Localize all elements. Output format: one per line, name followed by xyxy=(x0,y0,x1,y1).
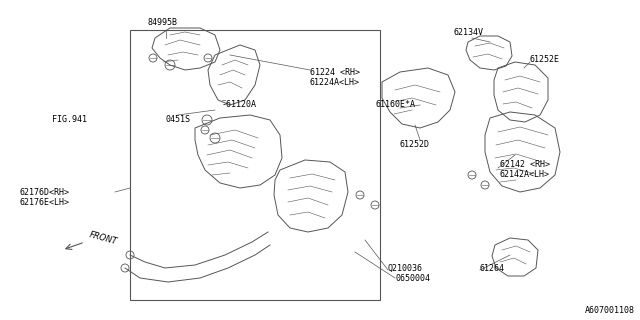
Bar xyxy=(130,30,380,300)
Text: 62142 <RH>: 62142 <RH> xyxy=(500,160,550,169)
Text: 61224A<LH>: 61224A<LH> xyxy=(310,78,360,87)
Text: 0451S: 0451S xyxy=(165,115,190,124)
Text: Q210036: Q210036 xyxy=(388,264,423,273)
Text: A607001108: A607001108 xyxy=(585,306,635,315)
Text: 61252E: 61252E xyxy=(530,55,560,64)
Text: FIG.941: FIG.941 xyxy=(52,115,87,124)
Text: 61160E*A: 61160E*A xyxy=(375,100,415,109)
Text: 62142A<LH>: 62142A<LH> xyxy=(500,170,550,179)
Text: 61264: 61264 xyxy=(480,264,505,273)
Text: 62176E<LH>: 62176E<LH> xyxy=(20,198,70,207)
Text: 62176D<RH>: 62176D<RH> xyxy=(20,188,70,197)
Text: FRONT: FRONT xyxy=(88,230,118,246)
Text: 84995B: 84995B xyxy=(148,18,178,27)
Text: 61252D: 61252D xyxy=(400,140,430,149)
Text: 61224 <RH>: 61224 <RH> xyxy=(310,68,360,77)
Text: 62134V: 62134V xyxy=(453,28,483,37)
Text: 0650004: 0650004 xyxy=(395,274,430,283)
Text: -61120A: -61120A xyxy=(222,100,257,109)
